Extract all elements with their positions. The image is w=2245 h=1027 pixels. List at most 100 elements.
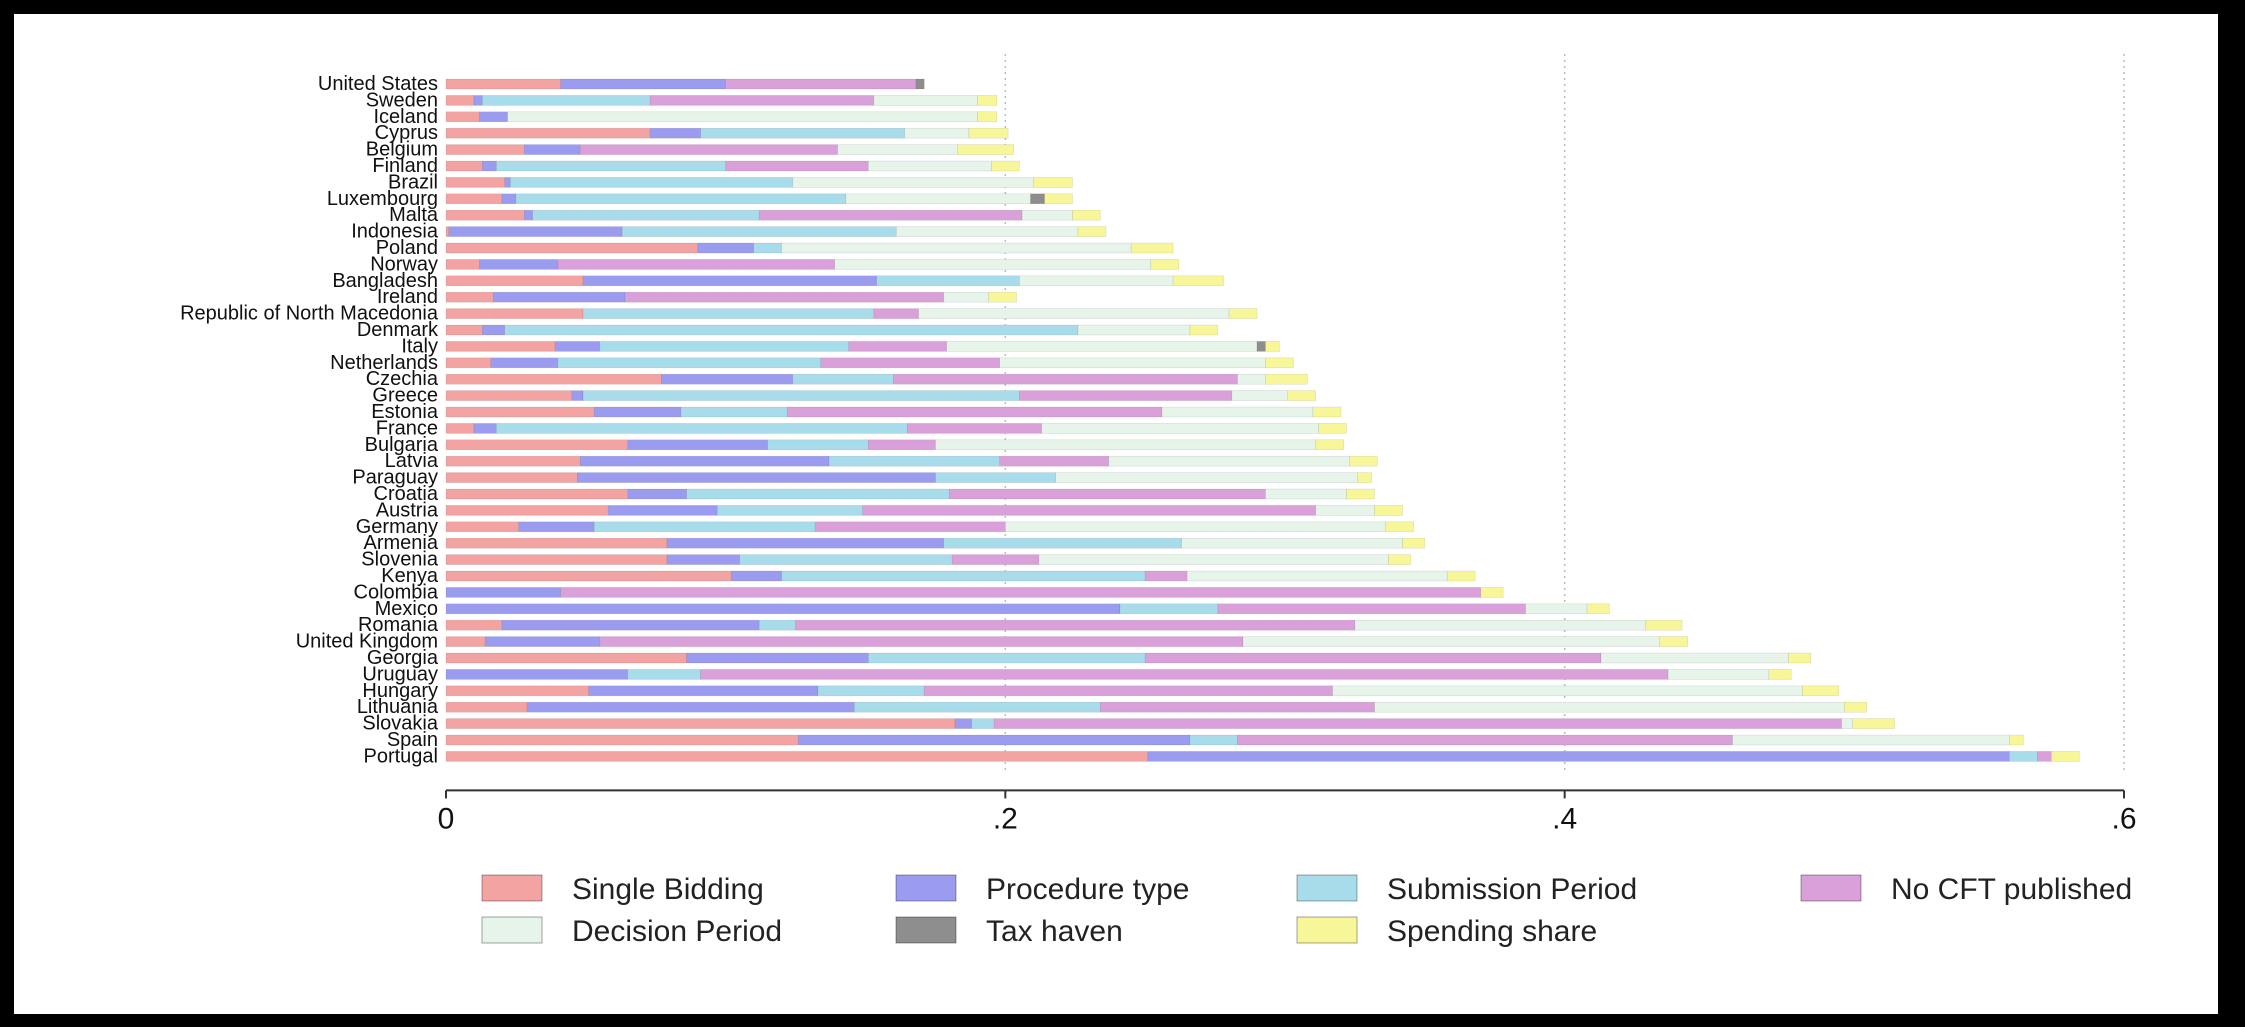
bar-segment [445, 111, 480, 123]
bar-segment [1586, 603, 1610, 615]
bar-segment [904, 127, 970, 139]
bar-segment [943, 537, 1182, 549]
chart-frame: United States Sweden Iceland Cyprus Belgium F… [14, 14, 2218, 1014]
bar-segment [1667, 669, 1770, 680]
bar-segment [557, 259, 836, 270]
legend-swatch [895, 916, 957, 944]
legend-swatch [481, 916, 543, 944]
bar-segment [445, 406, 595, 418]
bar-segment [1732, 734, 2010, 746]
bar-segment [507, 111, 978, 123]
bar-segment [445, 373, 662, 385]
bar-segment [792, 373, 894, 385]
bar-segment [1228, 308, 1258, 319]
bar-segment [445, 193, 503, 205]
bar-segment [621, 226, 897, 237]
category-label: Iceland [374, 106, 439, 128]
bar-segment [445, 209, 525, 221]
bar-segment [893, 373, 1238, 385]
bar-segment [1038, 554, 1389, 565]
bar-segment [1147, 751, 2010, 762]
bar-segment [1044, 193, 1073, 205]
bar-segment [1030, 193, 1045, 205]
bar-segment [479, 111, 508, 123]
bar-segment [666, 537, 945, 549]
legend-label: No CFT published [1891, 873, 2132, 906]
bar-segment [445, 455, 581, 467]
chart-svg: United StatesSwedenIcelandCyprusBelgiumF… [180, 54, 2137, 948]
bar-segment [445, 472, 578, 483]
bar-segment [577, 472, 936, 483]
bar-segment [445, 357, 492, 369]
bar-segment [697, 242, 754, 254]
bar-segment [1659, 636, 1689, 647]
bar-segment [876, 275, 1020, 287]
legend-swatch [1800, 874, 1862, 902]
bar-segment [935, 439, 1317, 451]
bar-segment [951, 554, 1040, 565]
bar-segment [680, 406, 788, 418]
bar-segment [1150, 259, 1180, 270]
bar-segment [968, 127, 1009, 139]
bar-segment [1841, 718, 1854, 729]
bar-segment [1374, 505, 1403, 516]
bar-segment [496, 423, 908, 434]
bar-segment [1402, 537, 1426, 549]
bar-segment [473, 423, 497, 434]
bar-segment [445, 587, 561, 598]
bar-segment [795, 619, 1356, 631]
bar-segment [554, 341, 601, 352]
bar-segment [445, 177, 506, 188]
bar-segment [524, 144, 581, 155]
bar-segment [1312, 406, 1342, 418]
bar-segment [1108, 455, 1350, 467]
bar-segment [607, 505, 718, 516]
category-label: Croatia [374, 483, 439, 505]
bar-segment [445, 341, 556, 352]
bar-segment [1019, 390, 1233, 401]
bar-segment [445, 488, 629, 500]
bar-segment [571, 390, 584, 401]
bar-segment [1315, 505, 1375, 516]
category-label: Indonesia [351, 221, 439, 243]
bar-segment [599, 636, 1244, 647]
bar-segment [445, 308, 584, 319]
category-label: Norway [370, 253, 438, 275]
bar-segment [482, 324, 506, 336]
bar-segment [1525, 603, 1588, 615]
bar-segment [482, 160, 497, 172]
category-label: Brazil [388, 171, 438, 193]
legend-item: Tax haven [895, 915, 1123, 948]
category-label: Finland [372, 155, 438, 177]
legend-swatch [895, 874, 957, 902]
bar-segment [758, 619, 796, 631]
category-label: Germany [356, 516, 438, 538]
category-label: Ireland [377, 286, 438, 308]
legend-swatch [481, 874, 543, 902]
bar-segment [445, 734, 799, 746]
category-label: Bangladesh [332, 270, 438, 292]
bar-segment [1852, 718, 1895, 729]
category-label: Luxembourg [327, 188, 438, 210]
bar-segment [484, 636, 601, 647]
bar-segment [588, 685, 819, 697]
bar-segment [1600, 652, 1789, 664]
bar-segment [716, 505, 864, 516]
bar-segment [873, 308, 919, 319]
bar-segment [977, 111, 998, 123]
bar-segment [560, 587, 1482, 598]
bar-segment [649, 127, 701, 139]
bar-segment [867, 160, 992, 172]
bar-segment [1144, 570, 1188, 582]
bar-segment [977, 95, 998, 106]
category-label: Lithuania [357, 696, 439, 718]
bar-segment [445, 570, 732, 582]
bar-segment [593, 521, 816, 533]
bar-segment [753, 242, 782, 254]
bar-segment [1055, 472, 1359, 483]
bar-segment [445, 160, 483, 172]
bar-segment [1332, 685, 1803, 697]
bar-segment [725, 78, 917, 90]
bar-segment [991, 160, 1020, 172]
bar-segment [501, 193, 517, 205]
